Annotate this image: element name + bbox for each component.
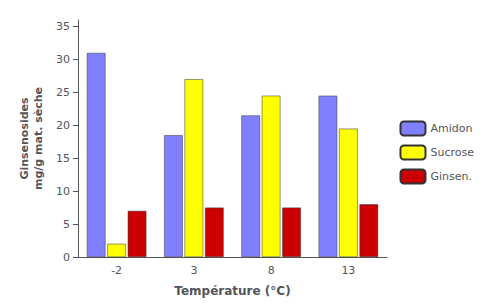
svg-text:Température (°C): Température (°C)	[174, 284, 290, 298]
svg-text:10: 10	[56, 185, 70, 198]
svg-text:Ginsen.: Ginsen.	[430, 170, 472, 183]
svg-text:25: 25	[56, 86, 70, 99]
svg-text:30: 30	[56, 53, 70, 66]
svg-text:mg/g mat. sèche: mg/g mat. sèche	[32, 87, 45, 190]
svg-text:20: 20	[56, 119, 70, 132]
svg-text:13: 13	[341, 264, 355, 277]
svg-text:5: 5	[63, 218, 70, 231]
svg-text:Ginsenosides: Ginsenosides	[18, 97, 31, 180]
svg-text:-2: -2	[111, 264, 122, 277]
svg-text:8: 8	[268, 264, 275, 277]
svg-text:0: 0	[63, 251, 70, 264]
svg-text:Amidon: Amidon	[430, 122, 472, 135]
svg-text:Sucrose: Sucrose	[430, 146, 474, 159]
svg-text:3: 3	[190, 264, 197, 277]
svg-text:15: 15	[56, 152, 70, 165]
svg-text:35: 35	[56, 20, 70, 33]
